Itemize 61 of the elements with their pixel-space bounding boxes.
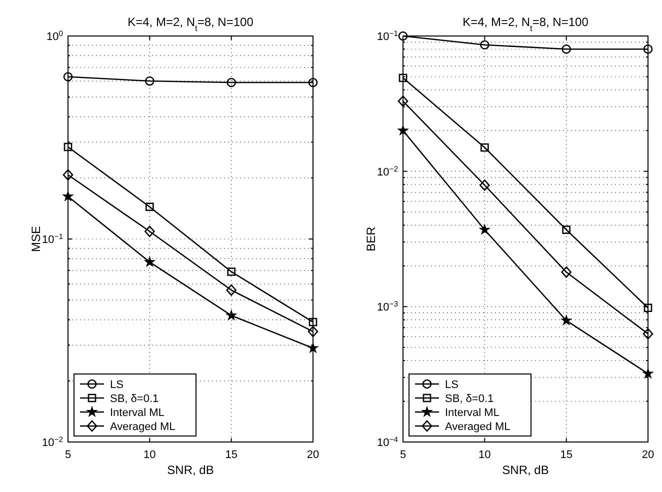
point (62, 169, 74, 181)
legend-label: SB, δ=0.1 (110, 393, 159, 405)
point (480, 143, 489, 152)
x-tick-label: 20 (306, 449, 320, 461)
y-tick-label: 10$^{0}$ (46, 28, 63, 43)
point (308, 326, 318, 338)
point (64, 142, 72, 152)
point (62, 191, 74, 201)
point (308, 342, 318, 353)
point (226, 78, 236, 88)
point (308, 78, 318, 88)
point (643, 44, 653, 54)
chart-title: K=4, M=2, N$_{t}$=8, N=100 (462, 15, 589, 33)
y-tick-label: 10$^{−2}$ (42, 434, 63, 449)
point (226, 310, 236, 320)
legend-label: SB, δ=0.1 (445, 393, 494, 405)
point (145, 76, 154, 86)
x-tick-label: 20 (642, 449, 654, 461)
x-tick-label: 5 (400, 449, 406, 461)
point (227, 268, 236, 276)
point (398, 31, 408, 41)
point (146, 202, 154, 211)
legend-label: Averaged ML (110, 421, 176, 433)
x-tick-label: 5 (64, 449, 72, 461)
point (642, 368, 654, 378)
x-axis-title: SNR, dB (502, 463, 549, 477)
point (226, 284, 236, 296)
legend-label: Interval ML (110, 407, 164, 419)
point (144, 226, 155, 238)
point (398, 96, 408, 107)
y-axis-title: BER (364, 226, 378, 252)
x-tick-label: 15 (560, 449, 572, 461)
legend-label: LS (445, 379, 458, 391)
point (398, 74, 408, 82)
point (63, 72, 73, 82)
x-tick-label: 15 (225, 449, 238, 461)
legend-label: Interval ML (445, 407, 500, 419)
point (562, 226, 570, 234)
point (308, 318, 318, 326)
legend-label: Averaged ML (445, 421, 510, 433)
point (480, 224, 490, 234)
point (562, 44, 571, 54)
legend-label: LS (110, 379, 124, 391)
point (644, 304, 652, 312)
x-axis-title: SNR, dB (167, 463, 214, 477)
y-tick-label: 10$^{−2}$ (376, 164, 398, 178)
x-tick-label: 10 (144, 449, 156, 461)
y-tick-label: 10$^{−1}$ (376, 28, 398, 43)
point (480, 180, 490, 191)
y-tick-label: 10$^{−3}$ (376, 299, 398, 314)
point (642, 328, 654, 340)
point (398, 125, 408, 136)
x-tick-label: 10 (478, 449, 491, 461)
point (480, 40, 490, 50)
y-axis-title: MSE (29, 226, 43, 252)
point (144, 256, 155, 266)
y-tick-label: 10$^{−1}$ (42, 232, 63, 246)
point (561, 266, 572, 278)
point (561, 315, 572, 325)
y-tick-label: 10$^{−4}$ (376, 434, 399, 449)
chart-title: K=4, M=2, N$_{t}$=8, N=100 (128, 15, 254, 33)
